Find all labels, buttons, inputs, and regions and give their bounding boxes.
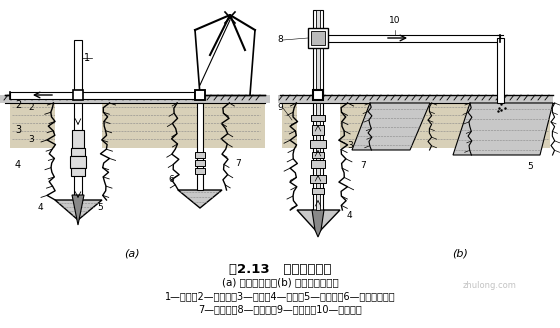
Bar xyxy=(311,160,325,168)
Bar xyxy=(0,95,270,103)
Polygon shape xyxy=(178,190,222,208)
Text: (b): (b) xyxy=(452,248,468,258)
Text: 5: 5 xyxy=(97,202,102,212)
Bar xyxy=(70,156,86,168)
Bar xyxy=(282,103,550,148)
Text: 4: 4 xyxy=(15,160,21,170)
Text: zhulong.com: zhulong.com xyxy=(463,280,517,290)
Text: 3: 3 xyxy=(15,125,21,135)
Bar xyxy=(10,103,265,148)
Bar xyxy=(195,90,205,100)
Bar xyxy=(71,148,85,156)
Bar xyxy=(178,103,222,148)
Bar xyxy=(195,168,205,174)
Bar xyxy=(55,103,102,215)
Text: 7—泥浆池；8—砂石泵；9—抽渣管；10—排渣胶管: 7—泥浆池；8—砂石泵；9—抽渣管；10—排渣胶管 xyxy=(198,304,362,314)
Text: 4: 4 xyxy=(347,211,353,219)
Text: 7: 7 xyxy=(235,158,241,168)
Bar xyxy=(311,115,325,121)
Polygon shape xyxy=(453,103,553,155)
Bar xyxy=(313,10,323,95)
Bar xyxy=(72,130,84,148)
Bar xyxy=(197,103,203,190)
Text: 1—钻杆；2—送水管；3—主机；4—钻头；5—沉淀池；6—潜水泥浆泵；: 1—钻杆；2—送水管；3—主机；4—钻头；5—沉淀池；6—潜水泥浆泵； xyxy=(165,291,395,301)
Bar xyxy=(312,152,324,158)
Bar xyxy=(310,175,326,183)
Text: (a) 正循环排渣；(b) 泵举反循环排渣: (a) 正循环排渣；(b) 泵举反循环排渣 xyxy=(222,277,338,287)
Text: 1: 1 xyxy=(84,53,90,63)
Text: 10: 10 xyxy=(389,16,401,25)
Bar xyxy=(74,40,82,95)
Text: 9: 9 xyxy=(277,104,283,113)
Text: 5: 5 xyxy=(527,162,533,171)
Bar xyxy=(312,188,324,194)
Polygon shape xyxy=(72,195,84,225)
Bar xyxy=(312,125,324,135)
Bar xyxy=(74,103,82,195)
Polygon shape xyxy=(352,103,430,150)
Text: 8: 8 xyxy=(277,35,283,45)
Bar xyxy=(313,103,323,210)
Bar xyxy=(278,95,553,103)
Bar xyxy=(195,160,205,166)
Bar xyxy=(313,90,323,100)
Bar xyxy=(71,168,85,176)
Bar xyxy=(10,92,74,98)
Bar xyxy=(178,103,222,200)
Polygon shape xyxy=(312,210,324,237)
Bar xyxy=(308,28,328,48)
Text: (a): (a) xyxy=(124,248,140,258)
Text: 2: 2 xyxy=(15,100,21,110)
Bar xyxy=(73,90,83,100)
Text: 4: 4 xyxy=(38,202,44,212)
Bar xyxy=(497,38,503,103)
Bar xyxy=(297,103,340,225)
Text: 6: 6 xyxy=(168,175,174,184)
Text: 7: 7 xyxy=(360,160,366,170)
Text: 图2.13   循环排渣方法: 图2.13 循环排渣方法 xyxy=(228,263,332,276)
Text: 2: 2 xyxy=(28,104,34,113)
Bar xyxy=(310,140,326,148)
Bar xyxy=(82,92,195,98)
Text: 3: 3 xyxy=(347,140,353,150)
Bar xyxy=(316,10,320,95)
Bar xyxy=(195,152,205,158)
Polygon shape xyxy=(55,200,102,220)
Polygon shape xyxy=(297,210,340,233)
Bar xyxy=(311,31,325,45)
Text: 3: 3 xyxy=(28,135,34,145)
Bar xyxy=(316,103,320,210)
Bar xyxy=(323,34,500,42)
